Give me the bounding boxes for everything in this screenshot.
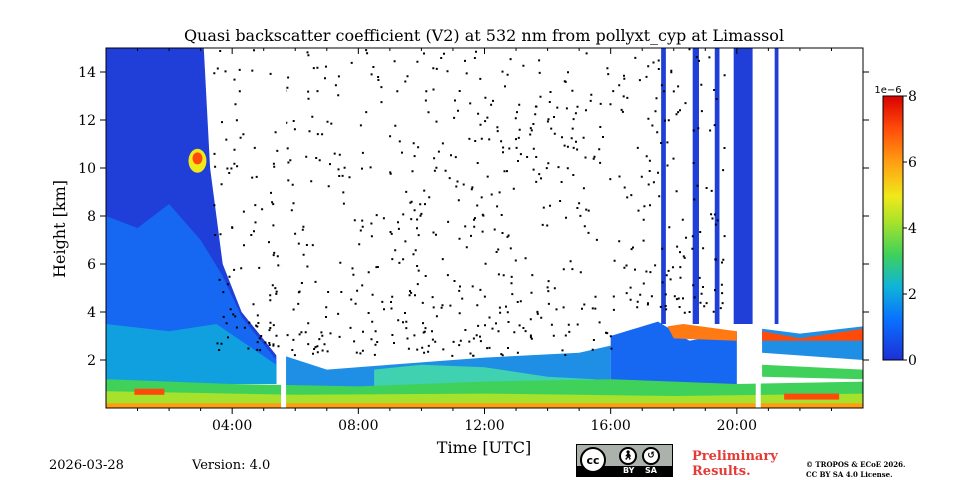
badge-by-label: BY — [623, 466, 635, 475]
colorbar-gradient — [882, 95, 904, 361]
x-tick-label: 12:00 — [464, 418, 504, 434]
cc-icon: cc — [580, 447, 606, 473]
y-tick-label: 12 — [78, 113, 96, 129]
data-gap — [755, 48, 761, 408]
colorbar-tick-label: 4 — [908, 221, 917, 237]
x-tick-label: 08:00 — [338, 418, 378, 434]
badge-band — [577, 466, 672, 476]
cloud-column — [661, 48, 666, 324]
footer-date: 2026-03-28 — [49, 458, 124, 473]
copyright-line1: © TROPOS & ECoE 2026. — [806, 460, 906, 469]
share-alike-icon: ↺ — [642, 447, 660, 465]
data-gap — [281, 48, 287, 408]
colorbar-tick-label: 0 — [908, 353, 917, 369]
surface-peak-early — [134, 388, 165, 395]
preliminary-line1: Preliminary — [692, 449, 778, 464]
plot-area — [106, 48, 863, 408]
copyright-line2: CC BY SA 4.0 License. — [806, 470, 893, 479]
colorbar-tick-label: 6 — [908, 155, 917, 171]
cloud-column — [774, 48, 779, 324]
late-aerosol — [762, 364, 863, 380]
colorbar-tick-label: 2 — [908, 287, 917, 303]
colorbar-scale-label: 1e−6 — [874, 85, 901, 96]
x-tick-label: 16:00 — [590, 418, 630, 434]
cloud-layer-evening — [667, 324, 737, 341]
x-axis-ticks: 04:00 08:00 12:00 16:00 20:00 — [137, 48, 832, 434]
cc-icon-text: cc — [586, 453, 600, 467]
y-axis-ticks: 2 4 6 8 10 12 14 — [78, 65, 869, 369]
cloud-column — [692, 48, 699, 324]
data-gaps — [281, 48, 761, 408]
boundary-layer-evening — [610, 321, 737, 394]
aerosol-region-early — [106, 324, 277, 384]
cloud-core-peak — [192, 152, 203, 165]
preliminary-line2: Results. — [692, 464, 751, 479]
y-tick-label: 6 — [87, 257, 96, 273]
chart-title: Quasi backscatter coefficient (V2) at 53… — [184, 26, 784, 45]
y-axis-label: Height [km] — [50, 180, 69, 278]
y-tick-label: 2 — [87, 353, 96, 369]
heatmap-layers — [106, 48, 863, 408]
x-axis-label: Time [UTC] — [437, 438, 531, 457]
cloud-column — [733, 48, 753, 324]
cc-license-badge[interactable]: cc 🚶︎ ↺ BY SA — [576, 444, 673, 477]
copyright: © TROPOS & ECoE 2026. CC BY SA 4.0 Licen… — [806, 460, 905, 480]
surface-peak-late — [784, 393, 840, 400]
badge-sa-label: SA — [645, 466, 657, 475]
y-tick-label: 8 — [87, 209, 96, 225]
preliminary-results: Preliminary Results. — [692, 449, 778, 479]
x-tick-label: 20:00 — [717, 418, 757, 434]
late-cloud-top — [762, 328, 863, 341]
colorbar-ticks: 0 2 4 6 8 — [903, 89, 917, 369]
x-tick-label: 04:00 — [212, 418, 252, 434]
y-tick-label: 10 — [78, 161, 96, 177]
y-tick-label: 14 — [78, 65, 96, 81]
cloud-column — [714, 48, 720, 324]
attribution-icon: 🚶︎ — [619, 447, 637, 465]
colorbar: 0 2 4 6 8 1e−6 — [874, 85, 917, 369]
footer-version: Version: 4.0 — [192, 458, 271, 473]
colorbar-tick-label: 8 — [908, 89, 917, 105]
y-tick-label: 4 — [87, 305, 96, 321]
surface-layer-peak — [106, 403, 863, 408]
